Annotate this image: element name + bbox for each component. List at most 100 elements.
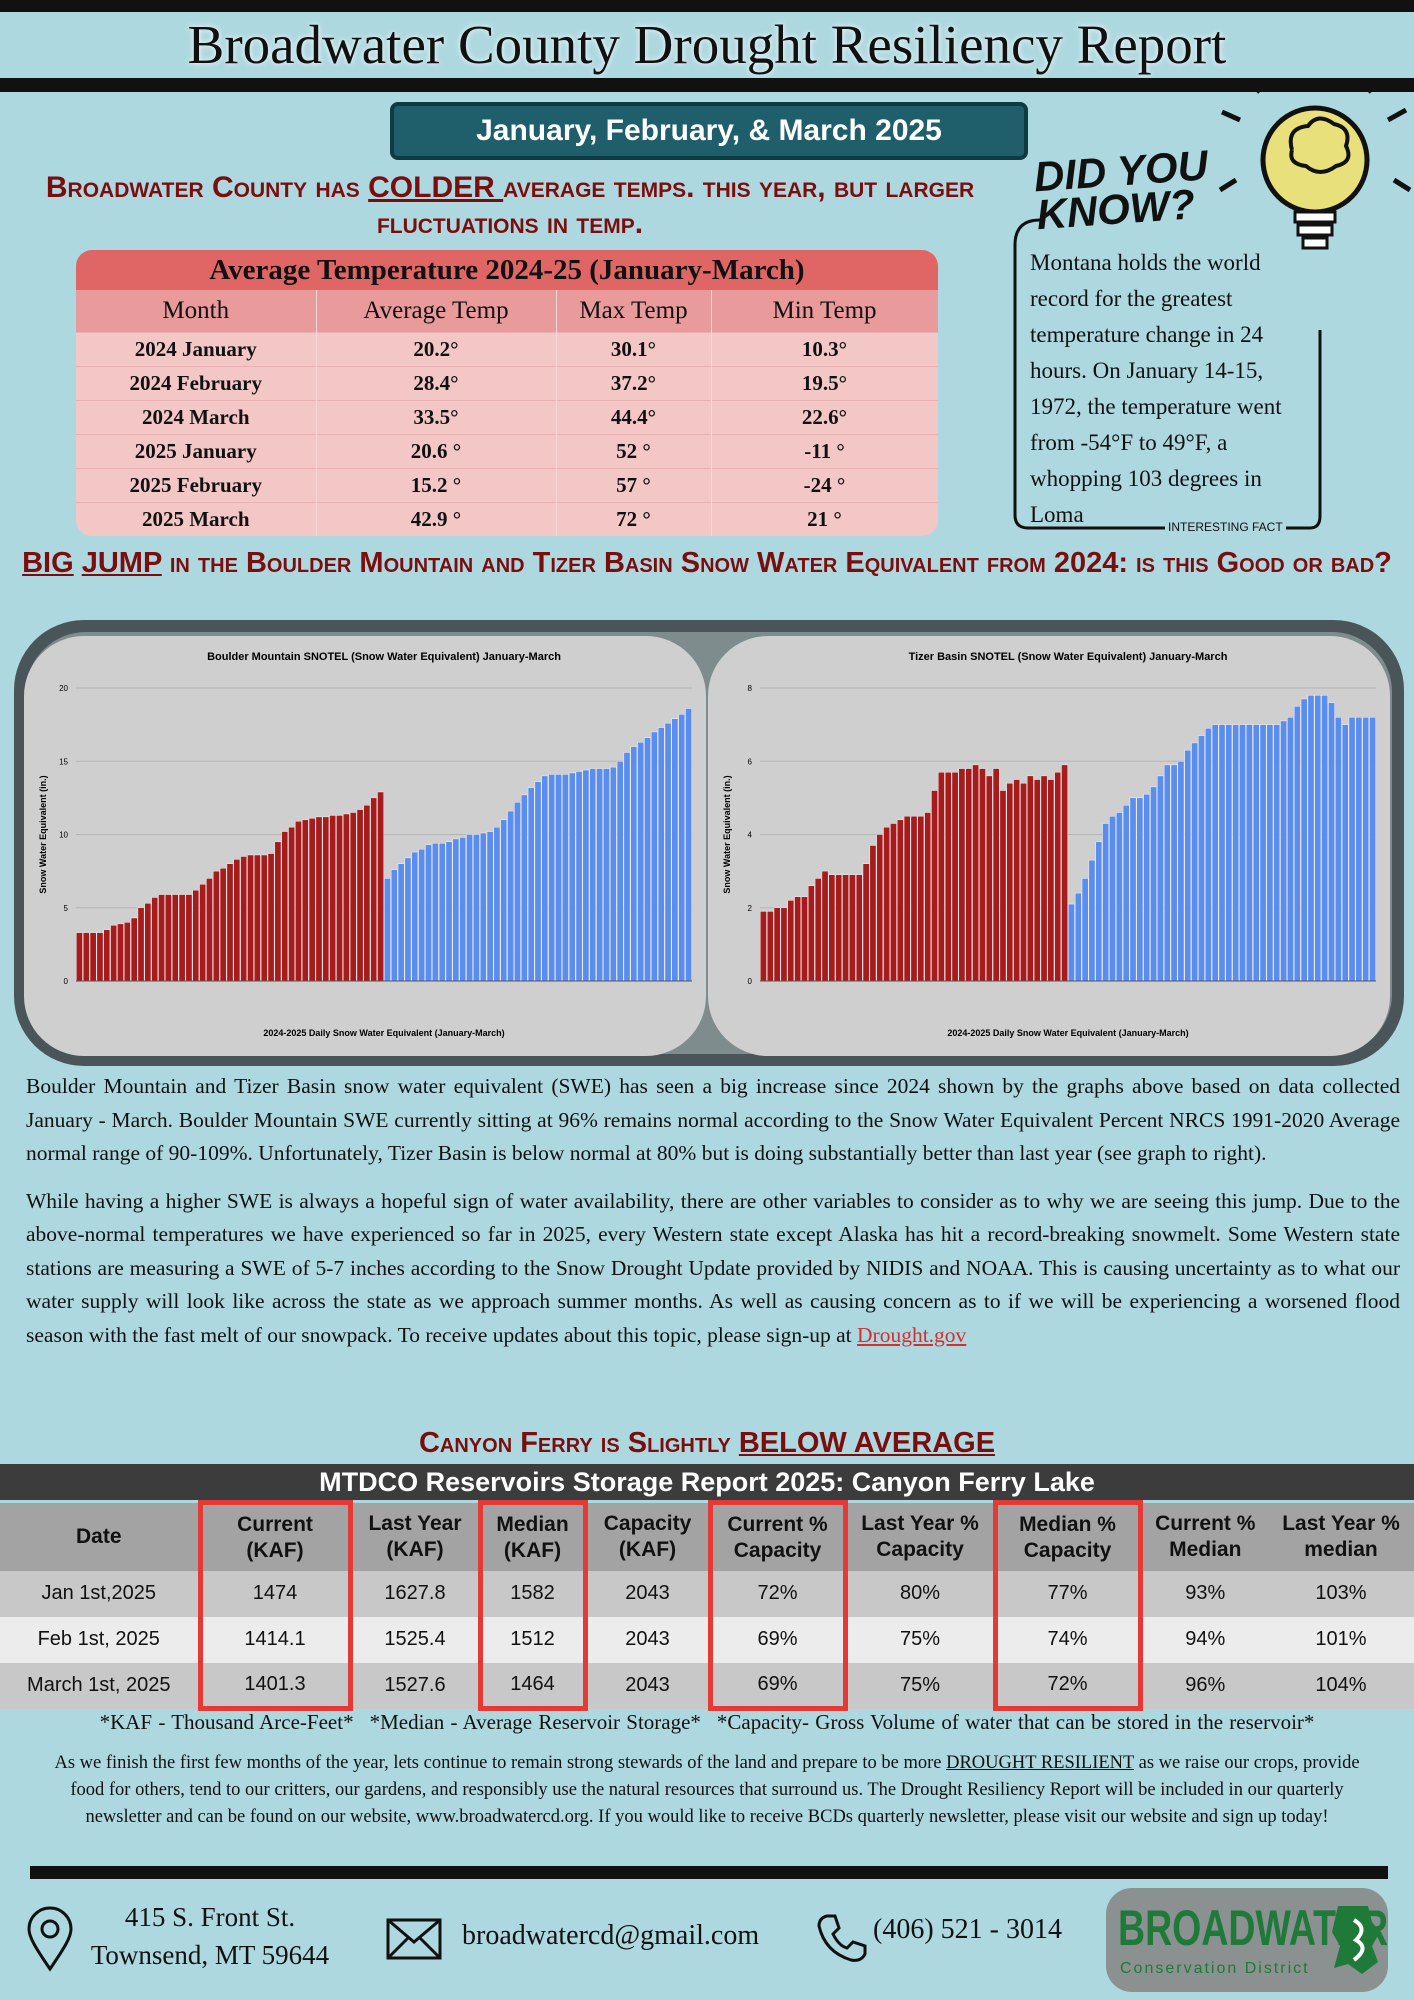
link[interactable]: Drought.gov <box>857 1322 967 1347</box>
email-icon <box>386 1918 442 1960</box>
bar <box>500 819 508 982</box>
bar <box>1177 761 1185 982</box>
bar <box>1314 695 1322 982</box>
bar <box>165 894 172 982</box>
bar <box>254 854 261 982</box>
bar <box>473 834 480 982</box>
table-cell: 77% <box>992 1570 1143 1617</box>
bulb-base <box>1296 223 1334 237</box>
closing-text: As we finish the first few months of the… <box>54 1753 947 1773</box>
bar <box>1068 903 1075 982</box>
table-cell: 69% <box>707 1616 848 1663</box>
bar <box>438 843 446 982</box>
address-line: 415 S. Front St. <box>124 1902 296 1932</box>
bar <box>1143 794 1150 982</box>
bar <box>226 863 234 982</box>
bar <box>1047 779 1055 982</box>
table-cell: 93% <box>1185 1582 1226 1604</box>
bar <box>452 838 460 982</box>
bar <box>1225 724 1233 982</box>
bar <box>1369 717 1376 982</box>
bar <box>76 932 83 982</box>
table-row: Jan 1st,2025 1474 1627.8 1582 2043 72% 80% 77% 9… <box>0 1570 1414 1617</box>
bar <box>657 727 665 982</box>
fact-text: Montana holds the world record for the g… <box>1030 250 1282 527</box>
bar <box>308 818 316 982</box>
bar <box>267 853 275 982</box>
bar <box>568 772 576 982</box>
table-cell: 57 ° <box>556 468 712 502</box>
bar <box>206 878 213 982</box>
bar <box>479 832 487 982</box>
bar <box>972 764 979 982</box>
bar <box>931 790 938 982</box>
bar <box>507 810 514 982</box>
y-axis-label: Snow Water Equivalent (in.) <box>38 775 48 893</box>
column-header: Month <box>76 290 317 332</box>
y-tick-label: 4 <box>748 831 753 840</box>
reservoir-headline: Canyon Ferry is Slightly BELOW AVERAGE <box>0 1425 1414 1461</box>
bar <box>1287 717 1294 982</box>
bar <box>603 768 610 982</box>
bar <box>425 844 432 982</box>
bar <box>247 854 254 982</box>
column-header: Current (KAF) <box>197 1500 353 1571</box>
footnotes: *KAF - Thousand Arce-Feet* *Median - Aver… <box>0 1710 1414 1735</box>
bar <box>521 794 528 982</box>
bar <box>171 894 179 982</box>
bar <box>1163 764 1171 982</box>
column-header: Current % Median <box>1155 1511 1256 1561</box>
table-row: 2025 February 15.2 ° 57 ° -24 ° <box>76 468 938 502</box>
table-cell: 1527.6 <box>384 1674 446 1696</box>
table-cell: 69% <box>707 1662 848 1711</box>
bar <box>637 742 644 982</box>
column-header: Average Temp <box>316 290 557 332</box>
bar <box>1362 717 1370 982</box>
bar <box>1074 892 1082 982</box>
bar <box>1184 750 1192 982</box>
table-cell: 1401.3 <box>197 1662 353 1711</box>
bar <box>808 885 815 982</box>
bar <box>1294 706 1301 982</box>
y-tick-label: 2 <box>748 904 753 913</box>
column-header: Capacity (KAF) <box>603 1511 692 1561</box>
table-cell: 2025 January <box>76 434 317 468</box>
bar <box>1321 695 1328 982</box>
table-cell: 75% <box>899 1674 941 1696</box>
table-cell: 1512 <box>477 1616 588 1663</box>
paragraph-text: While having a higher SWE is always a ho… <box>26 1188 1400 1347</box>
bar <box>219 867 227 982</box>
bar <box>992 768 1000 982</box>
column-header: Last Year (KAF) <box>368 1511 462 1561</box>
table-cell: -11 ° <box>711 434 938 468</box>
table-cell: 75% <box>899 1628 941 1650</box>
table-cell: 1525.4 <box>384 1628 446 1650</box>
top-bar <box>0 0 1414 12</box>
bar <box>924 812 931 982</box>
temp-table-title: Average Temperature 2024-25 (January-Mar… <box>76 250 938 290</box>
bar <box>1239 724 1246 982</box>
bar <box>596 768 603 982</box>
bar <box>1006 783 1014 982</box>
bar <box>110 925 117 982</box>
reservoir-table: Date Current (KAF) Last Year (KAF) Median (… <box>0 1500 1414 1711</box>
bar <box>760 911 767 982</box>
bar <box>274 841 282 982</box>
bar <box>1232 724 1239 982</box>
bar <box>390 869 398 982</box>
bar <box>1027 775 1034 982</box>
footnote: *KAF - Thousand Arce-Feet* <box>99 1710 354 1734</box>
table-cell: 1414.1 <box>197 1616 353 1663</box>
bar <box>349 812 357 982</box>
column-header: Min Temp <box>711 290 938 332</box>
bar <box>835 874 842 982</box>
bar <box>1061 764 1068 982</box>
brain <box>1288 116 1351 174</box>
bar <box>493 826 501 982</box>
table-cell: 1582 <box>477 1570 588 1617</box>
headline-text: average temps. this year, but larger flu… <box>376 171 975 240</box>
temp-table-box: Average Temperature 2024-25 (January-Mar… <box>76 250 938 536</box>
y-axis-label: Snow Water Equivalent (in.) <box>722 775 732 893</box>
y-tick-label: 0 <box>64 977 69 986</box>
bar <box>999 790 1007 982</box>
